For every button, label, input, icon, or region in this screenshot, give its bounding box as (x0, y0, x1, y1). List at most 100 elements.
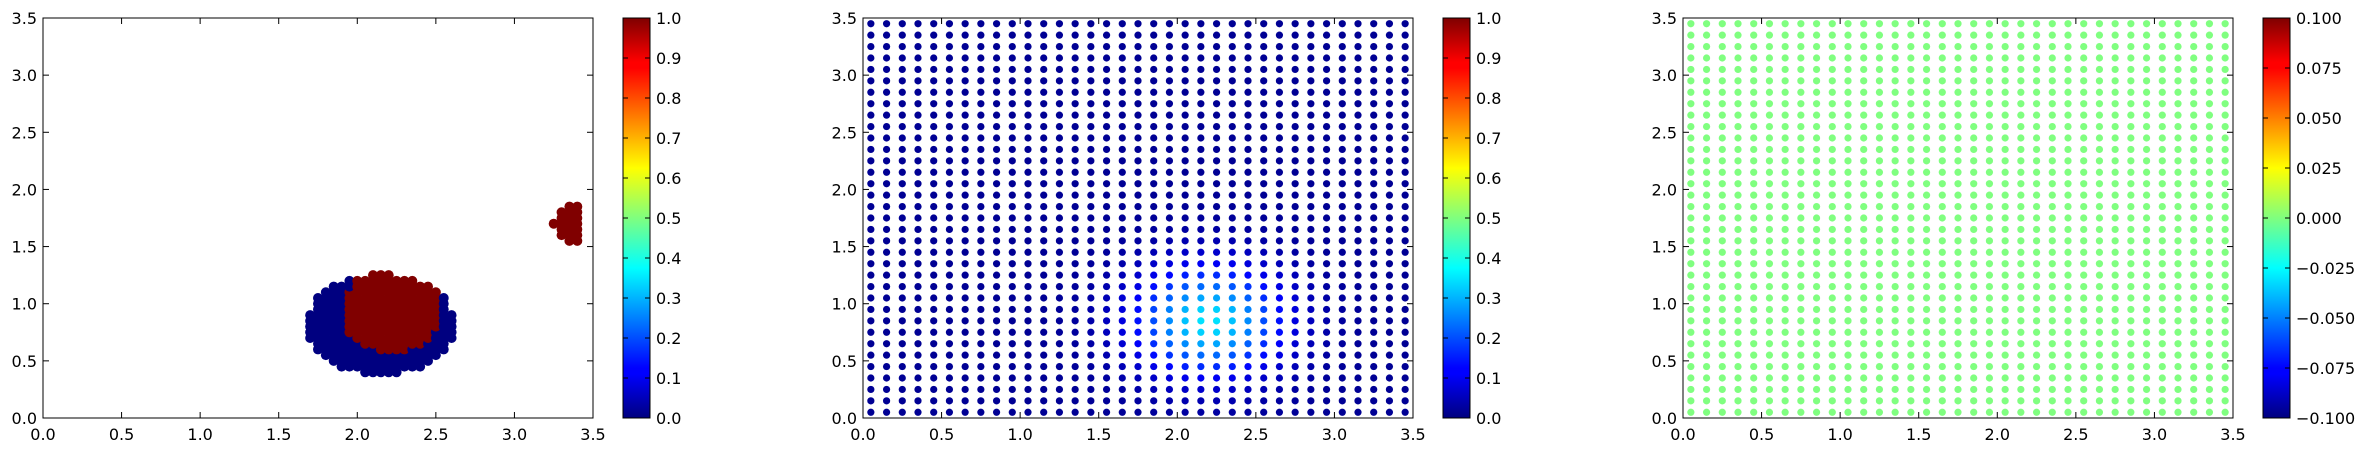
panel-3-data-point (1734, 271, 1742, 279)
panel-3-data-point (1702, 191, 1711, 199)
panel-3-data-point (1970, 271, 1978, 279)
panel-3-data-point (2221, 100, 2229, 108)
panel-2-data-point (1260, 88, 1268, 96)
panel-3-data-point (1985, 54, 1994, 62)
panel-3-data-point (1922, 157, 1931, 165)
panel-2-data-point (1008, 180, 1016, 188)
panel-2-data-point (1260, 362, 1268, 371)
panel-2-data-point (1370, 54, 1378, 62)
panel-2-data-point (1024, 65, 1032, 74)
panel-2-data-point (1307, 168, 1315, 176)
panel-3-data-point (1954, 180, 1962, 188)
panel-3-data-point (1687, 260, 1695, 268)
panel-3-data-point (2048, 157, 2056, 165)
panel-2-data-point (1181, 20, 1189, 28)
panel-2-data-point (1165, 294, 1174, 302)
panel-3-data-point (2127, 385, 2135, 394)
panel-3-data-point (2064, 374, 2072, 382)
panel-3-data-point (2048, 202, 2056, 211)
panel-2-data-point (1401, 191, 1409, 199)
panel-2-data-point (1291, 305, 1299, 314)
panel-3-data-point (1860, 77, 1868, 85)
panel-2-data-point (1087, 100, 1095, 108)
panel-3-data-point (2048, 225, 2056, 234)
panel-2-data-point (1275, 374, 1284, 382)
panel-2-data-point (1008, 408, 1016, 416)
panel-2-data-point (1370, 340, 1378, 348)
panel-2-points (867, 20, 1409, 416)
panel-2-colorbar-tick-label: 0.0 (1476, 409, 1501, 428)
panel-3-data-point (2048, 271, 2056, 279)
panel-2-data-point (1165, 42, 1174, 51)
panel-3-data-point (2190, 100, 2198, 108)
panel-3-data-point (2205, 385, 2214, 394)
panel-2-y-tick-label: 1.0 (832, 295, 857, 314)
panel-2-data-point (1055, 260, 1064, 268)
panel-2-data-point (1087, 54, 1095, 62)
panel-3-data-point (1734, 397, 1742, 405)
panel-2-data-point (930, 20, 938, 28)
panel-2-data-point (882, 180, 891, 188)
panel-3-data-point (1907, 340, 1915, 348)
panel-2-data-point (1291, 157, 1299, 165)
panel-2-data-point (1102, 317, 1111, 325)
panel-2-data-point (1338, 54, 1346, 62)
panel-3-data-point (1938, 100, 1946, 108)
panel-3-data-point (1812, 282, 1821, 291)
panel-3-data-point (1954, 54, 1962, 62)
panel-3-data-point (2064, 271, 2072, 279)
panel-2-data-point (1087, 294, 1095, 302)
panel-3-data-point (1812, 260, 1821, 268)
panel-3-data-point (1970, 362, 1978, 371)
panel-2-data-point (1102, 294, 1111, 302)
panel-3-data-point (2064, 397, 2072, 405)
panel-3-data-point (1875, 134, 1884, 142)
panel-2-data-point (898, 294, 906, 302)
panel-2-data-point (961, 202, 969, 211)
panel-3-data-point (2221, 271, 2229, 279)
panel-2-data-point (1228, 328, 1236, 336)
panel-2-data-point (1197, 134, 1205, 142)
panel-2-data-point (1134, 157, 1142, 165)
panel-3-data-point (1985, 145, 1994, 154)
panel-1-data-point (407, 275, 418, 286)
panel-2-data-point (961, 100, 969, 108)
panel-3-data-point (2221, 20, 2229, 28)
panel-2-data-point (930, 31, 938, 39)
panel-2-data-point (961, 294, 969, 302)
panel-3-data-point (2111, 202, 2119, 211)
panel-3-data-point (2064, 305, 2072, 314)
panel-3-data-point (1875, 237, 1884, 245)
panel-3-data-point (2205, 317, 2214, 325)
panel-3-data-point (1718, 157, 1726, 165)
panel-2-data-point (1197, 214, 1205, 222)
panel-3-data-point (1781, 214, 1789, 222)
panel-2-data-point (1322, 54, 1331, 62)
panel-3-data-point (1844, 65, 1852, 74)
panel-3-data-point (2017, 260, 2025, 268)
panel-3-data-point (1970, 100, 1978, 108)
panel-2-y-tick-label: 2.0 (832, 180, 857, 199)
panel-3-data-point (2205, 282, 2214, 291)
panel-2-data-point (1291, 374, 1299, 382)
panel-2-data-point (1087, 134, 1095, 142)
panel-3-data-point (1875, 340, 1884, 348)
panel-2-data-point (867, 20, 875, 28)
panel-3-data-point (1875, 374, 1884, 382)
panel-3-data-point (1954, 42, 1962, 51)
panel-2-data-point (1338, 248, 1346, 256)
panel-2-data-point (882, 385, 891, 394)
panel-3-data-point (1970, 54, 1978, 62)
panel-2-data-point (1291, 248, 1299, 256)
panel-2-data-point (1181, 260, 1189, 268)
panel-3-data-point (1687, 294, 1695, 302)
panel-2-data-point (945, 191, 954, 199)
panel-3-data-point (1812, 180, 1821, 188)
panel-3-data-point (2205, 202, 2214, 211)
panel-2-data-point (945, 225, 954, 234)
panel-2-data-point (1244, 77, 1252, 85)
panel-2-data-point (1228, 317, 1236, 325)
panel-1-data-point (399, 275, 410, 286)
panel-2-data-point (1338, 168, 1346, 176)
panel-2-data-point (1401, 271, 1409, 279)
